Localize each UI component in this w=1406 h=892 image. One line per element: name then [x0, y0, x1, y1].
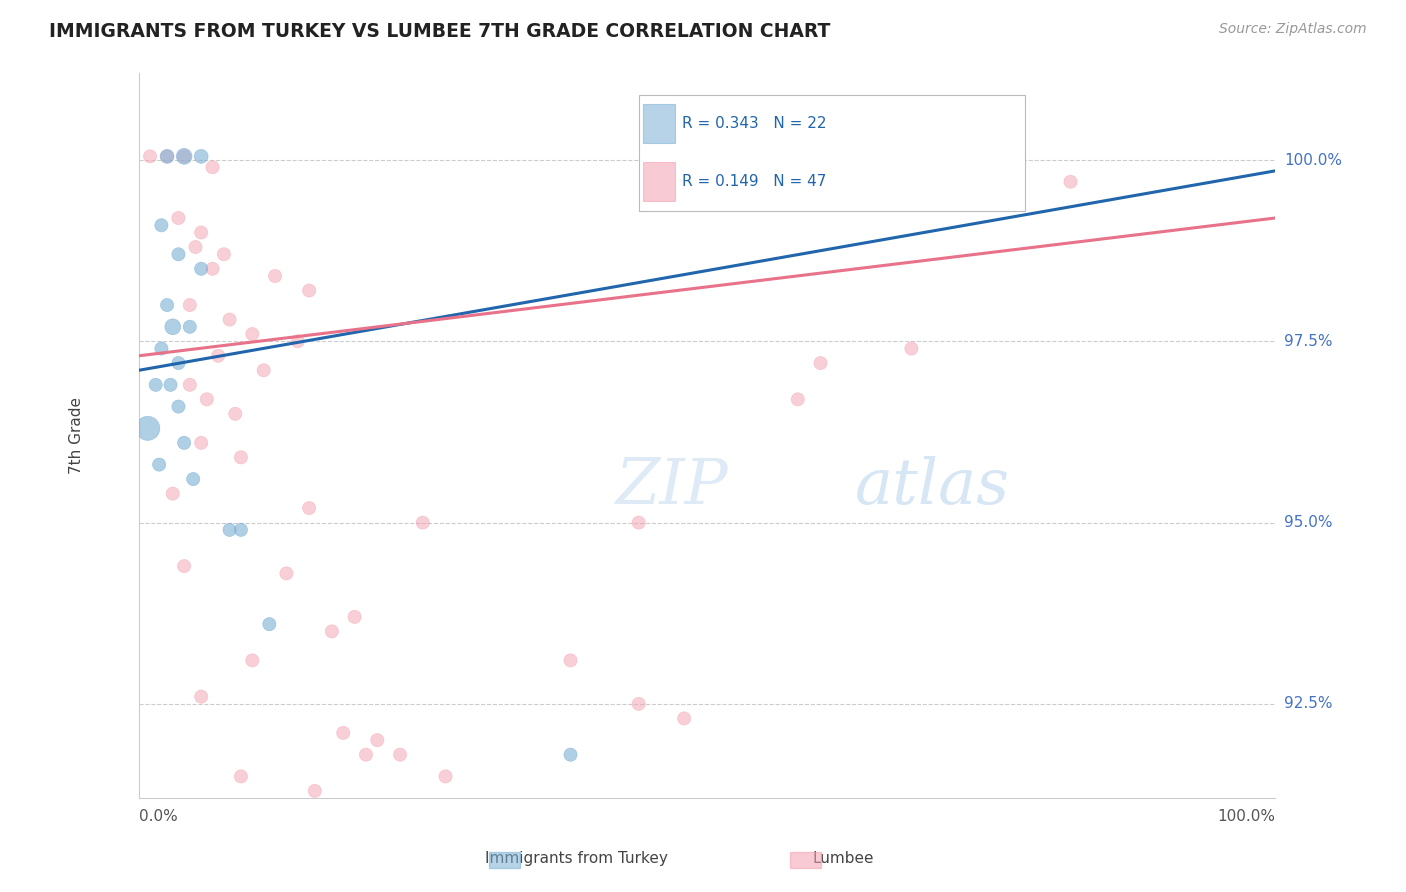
Text: 92.5%: 92.5%	[1284, 697, 1333, 712]
Bar	[643, 162, 675, 202]
Point	[304, 784, 326, 798]
Point	[148, 458, 170, 472]
Text: Lumbee: Lumbee	[813, 851, 875, 865]
Point	[173, 559, 195, 574]
Point	[627, 697, 650, 711]
Bar	[643, 104, 675, 144]
Text: Immigrants from Turkey: Immigrants from Turkey	[485, 851, 668, 865]
Point	[673, 711, 696, 725]
Point	[190, 149, 212, 163]
Point	[190, 261, 212, 276]
Bar	[638, 95, 1025, 211]
Point	[173, 149, 195, 163]
Text: 0.0%: 0.0%	[139, 809, 177, 824]
Point	[253, 363, 276, 377]
Text: atlas: atlas	[855, 456, 1010, 517]
Point	[190, 226, 212, 240]
Point	[332, 726, 354, 740]
Point	[434, 769, 457, 783]
Text: 95.0%: 95.0%	[1284, 515, 1333, 530]
Point	[167, 400, 190, 414]
Text: Source: ZipAtlas.com: Source: ZipAtlas.com	[1219, 22, 1367, 37]
Point	[207, 349, 229, 363]
Point	[810, 356, 832, 370]
Point	[240, 653, 263, 667]
Point	[190, 690, 212, 704]
Point	[156, 149, 179, 163]
Text: 100.0%: 100.0%	[1218, 809, 1275, 824]
Point	[627, 516, 650, 530]
Point	[224, 407, 246, 421]
Point	[145, 377, 167, 392]
Point	[366, 733, 388, 747]
Point	[190, 435, 212, 450]
Point	[162, 486, 184, 500]
Point	[150, 342, 173, 356]
Text: ZIP: ZIP	[616, 456, 728, 517]
Text: 100.0%: 100.0%	[1284, 153, 1343, 168]
Point	[900, 342, 922, 356]
Point	[560, 747, 582, 762]
Point	[264, 268, 287, 283]
Text: R = 0.149   N = 47: R = 0.149 N = 47	[682, 174, 827, 189]
Point	[389, 747, 412, 762]
Point	[212, 247, 235, 261]
Point	[287, 334, 309, 349]
Point	[229, 523, 252, 537]
Point	[156, 298, 179, 312]
Point	[412, 516, 434, 530]
Point	[139, 149, 162, 163]
Point	[201, 261, 224, 276]
Point	[162, 319, 184, 334]
Point	[229, 769, 252, 783]
Text: R = 0.343   N = 22: R = 0.343 N = 22	[682, 116, 827, 131]
Point	[259, 617, 281, 632]
Point	[179, 298, 201, 312]
Point	[201, 161, 224, 175]
Point	[298, 501, 321, 516]
Point	[136, 421, 159, 435]
Point	[173, 149, 195, 163]
Point	[181, 472, 204, 486]
Point	[321, 624, 343, 639]
Point	[159, 377, 181, 392]
Point	[354, 747, 377, 762]
Point	[560, 653, 582, 667]
Point	[786, 392, 808, 407]
Point	[832, 161, 855, 175]
Point	[1059, 175, 1081, 189]
Point	[167, 211, 190, 225]
Point	[173, 435, 195, 450]
Point	[179, 377, 201, 392]
Point	[195, 392, 218, 407]
Point	[240, 326, 263, 341]
Point	[179, 319, 201, 334]
Text: 7th Grade: 7th Grade	[69, 397, 84, 474]
Text: 97.5%: 97.5%	[1284, 334, 1333, 349]
Point	[298, 284, 321, 298]
Point	[167, 356, 190, 370]
Text: IMMIGRANTS FROM TURKEY VS LUMBEE 7TH GRADE CORRELATION CHART: IMMIGRANTS FROM TURKEY VS LUMBEE 7TH GRA…	[49, 22, 831, 41]
Point	[276, 566, 298, 581]
Point	[343, 610, 366, 624]
Point	[150, 219, 173, 233]
Point	[218, 523, 240, 537]
Point	[156, 149, 179, 163]
Point	[229, 450, 252, 465]
Point	[218, 312, 240, 326]
Point	[184, 240, 207, 254]
Point	[167, 247, 190, 261]
